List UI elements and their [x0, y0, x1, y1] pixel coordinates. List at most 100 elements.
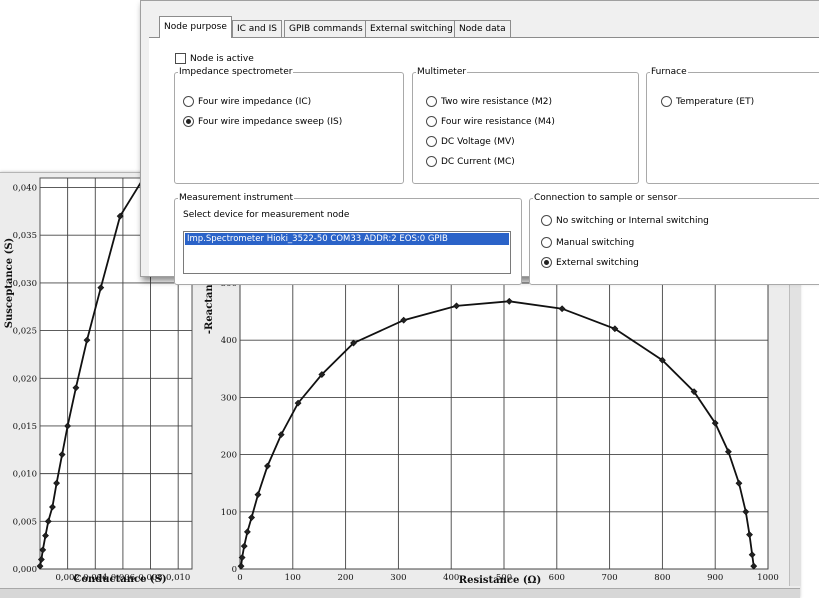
- data-point-marker: [750, 562, 758, 570]
- data-point-marker: [742, 508, 750, 516]
- data-point-marker: [748, 551, 756, 559]
- checkbox-icon[interactable]: [175, 53, 186, 64]
- radio-selected-icon[interactable]: [183, 116, 194, 127]
- y-tick-label: 0,005: [13, 517, 37, 527]
- radio-four-wire-impedance[interactable]: Four wire impedance (IC): [183, 96, 311, 107]
- nyquist-x-ticks: 0 100 200 300 400 500 600 700 800 900 1000: [237, 573, 779, 583]
- x-tick-label: 0,004: [83, 573, 107, 583]
- data-point-marker: [240, 542, 248, 550]
- radio-selected-icon[interactable]: [541, 257, 552, 268]
- y-tick-label: 0,000: [13, 565, 37, 575]
- radio-temperature[interactable]: Temperature (ET): [661, 96, 754, 107]
- admittance-y-ticks: 0,000 0,005 0,010 0,015 0,020 0,025 0,030 0,035…: [13, 184, 37, 575]
- radio-manual-switching[interactable]: Manual switching: [541, 237, 634, 248]
- nyquist-y-label: -Reactance: [204, 272, 215, 334]
- x-tick-label: 100: [285, 573, 301, 583]
- tab-gpib-commands[interactable]: GPIB commands: [284, 20, 368, 37]
- data-point-marker: [294, 399, 302, 407]
- data-point-marker: [116, 212, 124, 220]
- data-point-marker: [735, 479, 743, 487]
- x-tick-label: 0,006: [111, 573, 135, 583]
- data-point-marker: [83, 336, 91, 344]
- radio-icon[interactable]: [426, 136, 437, 147]
- data-point-marker: [264, 462, 271, 470]
- radio-icon[interactable]: [426, 156, 437, 167]
- admittance-x-label: Conductance (S): [73, 574, 166, 585]
- nyquist-x-label: Resistance (Ω): [459, 575, 541, 586]
- data-point-marker: [72, 384, 80, 392]
- data-point-marker: [39, 546, 47, 554]
- radio-four-wire-resistance[interactable]: Four wire resistance (M4): [426, 116, 555, 127]
- radio-external-switching[interactable]: External switching: [541, 257, 639, 268]
- instrument-group-title: Measurement instrument: [179, 193, 294, 203]
- x-tick-label: 0: [237, 573, 242, 583]
- radio-two-wire-resistance[interactable]: Two wire resistance (M2): [426, 96, 552, 107]
- data-point-marker: [42, 532, 49, 540]
- data-point-marker: [400, 316, 408, 324]
- data-point-marker: [97, 284, 105, 292]
- x-tick-label: 900: [707, 573, 723, 583]
- radio-label: Manual switching: [556, 237, 635, 248]
- y-tick-label: 0,015: [13, 422, 37, 432]
- y-tick-label: 0,025: [13, 327, 37, 337]
- data-point-marker: [237, 562, 245, 570]
- radio-label: Four wire impedance sweep (IS): [198, 116, 343, 127]
- impedance-group-title: Impedance spectrometer: [179, 67, 293, 77]
- radio-dc-voltage[interactable]: DC Voltage (MV): [426, 136, 515, 147]
- data-point-marker: [238, 554, 246, 561]
- y-tick-label: 200: [221, 451, 237, 461]
- furnace-group-title: Furnace: [651, 67, 687, 77]
- data-point-marker: [318, 371, 326, 378]
- device-listbox[interactable]: Imp.Spectrometer Hioki_3522-50 COM33 ADD…: [183, 231, 511, 274]
- tab-node-purpose[interactable]: Node purpose: [159, 16, 232, 38]
- data-point-marker: [64, 422, 72, 430]
- x-tick-label: 300: [390, 573, 406, 583]
- data-point-marker: [690, 388, 698, 396]
- tab-external-switching[interactable]: External switching: [365, 20, 458, 37]
- tab-ic-and-is[interactable]: IC and IS: [232, 20, 282, 37]
- radio-label: Two wire resistance (M2): [441, 96, 553, 107]
- radio-label: Four wire impedance (IC): [198, 96, 312, 107]
- data-point-marker: [505, 297, 513, 305]
- radio-icon[interactable]: [426, 96, 437, 107]
- data-point-marker: [558, 305, 566, 313]
- data-point-marker: [611, 325, 619, 333]
- data-point-marker: [37, 556, 45, 563]
- x-tick-label: 800: [654, 573, 670, 583]
- x-tick-label: 0,008: [138, 573, 162, 583]
- data-point-marker: [49, 503, 56, 511]
- y-tick-label: 0,030: [13, 279, 37, 289]
- radio-no-switching[interactable]: No switching or Internal switching: [541, 215, 709, 226]
- nyquist-plot: 0 100 200 300 400 500 600 700 800 900 1000 0 100 200…: [204, 272, 779, 586]
- y-tick-label: 0,040: [13, 184, 37, 194]
- data-point-marker: [724, 448, 732, 456]
- data-point-marker: [277, 431, 285, 439]
- connection-group: Connection to sample or sensor: [529, 193, 819, 285]
- tab-node-data[interactable]: Node data: [454, 20, 511, 37]
- data-point-marker: [243, 528, 251, 536]
- device-list-item-selected[interactable]: Imp.Spectrometer Hioki_3522-50 COM33 ADD…: [185, 233, 509, 245]
- y-tick-label: 0,020: [13, 374, 37, 384]
- data-point-marker: [248, 514, 256, 521]
- radio-icon[interactable]: [541, 215, 552, 226]
- radio-dc-current[interactable]: DC Current (MC): [426, 156, 515, 167]
- radio-icon[interactable]: [426, 116, 437, 127]
- data-point-marker: [53, 479, 61, 487]
- x-tick-label: 700: [601, 573, 617, 583]
- radio-icon[interactable]: [541, 237, 552, 248]
- x-tick-label: 0,002: [55, 573, 79, 583]
- data-point-marker: [36, 562, 44, 570]
- x-tick-label: 0,010: [166, 573, 190, 583]
- x-tick-label: 500: [496, 573, 512, 583]
- node-active-checkbox[interactable]: Node is active: [175, 53, 254, 64]
- radio-icon[interactable]: [661, 96, 672, 107]
- y-tick-label: 100: [221, 508, 237, 518]
- radio-icon[interactable]: [183, 96, 194, 107]
- data-point-marker: [658, 356, 666, 364]
- radio-label: Four wire resistance (M4): [441, 116, 555, 127]
- radio-label: DC Voltage (MV): [441, 136, 515, 147]
- x-tick-label: 1000: [757, 573, 779, 583]
- radio-label: External switching: [556, 257, 639, 268]
- radio-four-wire-impedance-sweep[interactable]: Four wire impedance sweep (IS): [183, 116, 342, 127]
